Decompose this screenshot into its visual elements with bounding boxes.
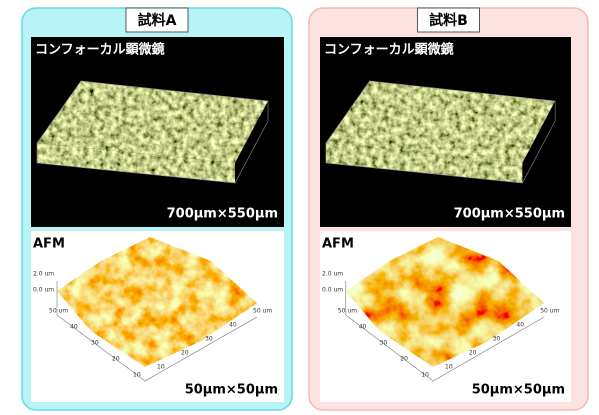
y-tick-label: 20 [181, 350, 189, 357]
afm-axes [56, 281, 258, 382]
x-tick-label: 50 um [338, 308, 357, 315]
x-tick-label: 20 [112, 356, 120, 363]
x-tick-label: 50 um [49, 308, 68, 315]
sample-panel: 試料B コンフォーカル顕微鏡 700μm×550μm 2.0 um 0.0 um 50 u… [308, 7, 589, 411]
y-tick-label: 10 [157, 364, 165, 371]
y-tick-label: 50 um [253, 308, 272, 315]
panel-title: 試料B [429, 12, 468, 29]
x-tick-label: 10 [421, 372, 429, 379]
x-tick-label: 40 [70, 324, 78, 331]
y-tick-label: 20 [469, 350, 477, 357]
y-tick-label: 40 [516, 322, 524, 329]
x-tick-label: 30 [91, 340, 99, 347]
sample-surface [325, 81, 556, 163]
afm-axes [345, 281, 545, 382]
z-tick-label: 2.0 um [322, 271, 343, 278]
sample-panel: 試料A コンフォーカル顕微鏡 700μm×550μm 2.0 um 0.0 um 50 u… [21, 7, 293, 411]
z-tick-label: 0.0 um [33, 287, 54, 294]
sample-surface [37, 81, 268, 163]
sample-side [325, 143, 523, 183]
afm-surface [345, 237, 545, 367]
scan-size: 700μm×550μm [167, 207, 278, 222]
x-tick-label: 30 [380, 340, 388, 347]
microscope-label: コンフォーカル顕微鏡 [324, 42, 454, 58]
x-tick-label: 10 [133, 372, 141, 379]
z-tick-label: 2.0 um [33, 271, 54, 278]
bounding-box [36, 80, 269, 184]
x-tick-label: 20 [400, 356, 408, 363]
y-tick-label: 30 [205, 336, 213, 343]
x-tick-label: 40 [359, 324, 367, 331]
microscope-label: コンフォーカル顕微鏡 [35, 42, 165, 58]
z-tick-label: 0.0 um [322, 287, 343, 294]
afm-scan-size: 50μm×50μm [185, 383, 278, 398]
y-tick-label: 50 um [540, 308, 559, 315]
afm-surface [57, 237, 257, 367]
sample-side [37, 143, 235, 183]
scan-size: 700μm×550μm [454, 207, 565, 222]
y-tick-label: 40 [229, 322, 237, 329]
y-tick-label: 30 [493, 336, 501, 343]
afm-label: AFM [33, 237, 65, 252]
afm-label: AFM [322, 237, 354, 252]
title-tab [417, 7, 480, 33]
afm-scan-size: 50μm×50μm [472, 383, 565, 398]
panel-title: 試料A [138, 12, 177, 29]
bounding-box [325, 80, 556, 184]
title-tab [125, 7, 189, 33]
y-tick-label: 10 [445, 364, 453, 371]
